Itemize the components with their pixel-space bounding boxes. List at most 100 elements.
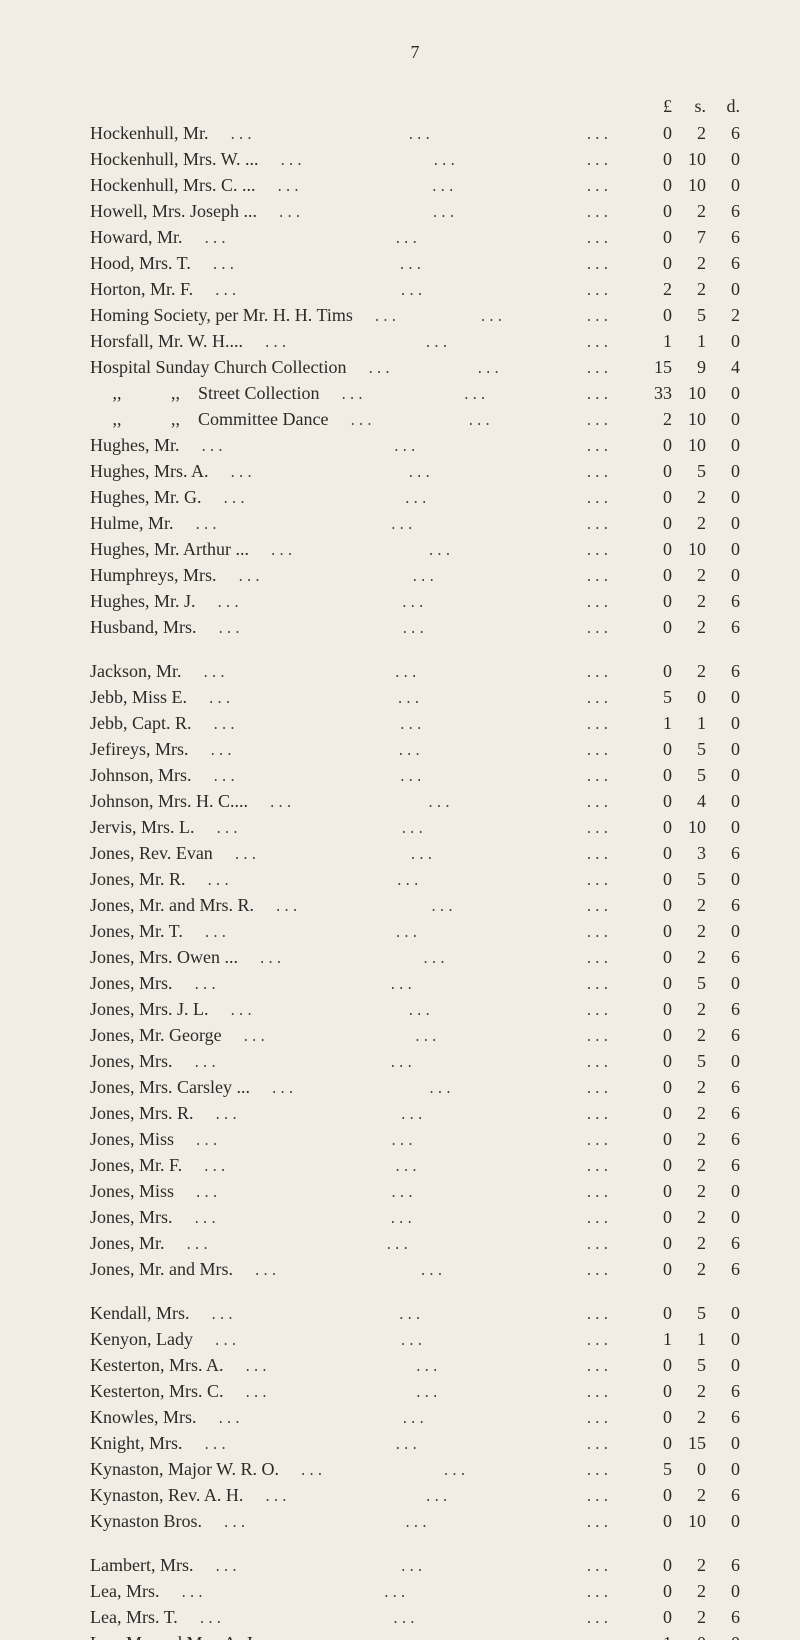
ledger-row: Jebb, Miss E..........500 (90, 685, 740, 711)
ledger-row: Horsfall, Mr. W. H.............110 (90, 329, 740, 355)
entry-name: Jones, Mrs. (90, 971, 173, 995)
amount-shillings: 5 (672, 303, 706, 327)
ledger-row: Lea, Mrs..........020 (90, 1579, 740, 1605)
ledger-row: Hughes, Mr..........0100 (90, 433, 740, 459)
entry-name: Jones, Mr. T. (90, 919, 183, 943)
amount-pounds: 0 (638, 1553, 672, 1577)
entry-amount: 0100 (630, 173, 740, 197)
amount-pence: 0 (706, 277, 740, 301)
amount-pence: 0 (706, 971, 740, 995)
entry-name: ,, ,, Committee Dance (90, 407, 328, 431)
ledger-row: Jones, Mr. R..........050 (90, 867, 740, 893)
entry-amount: 0100 (630, 147, 740, 171)
amount-pounds: 2 (638, 407, 672, 431)
amount-pounds: 0 (638, 1605, 672, 1629)
ledger-row: Jebb, Capt. R..........110 (90, 711, 740, 737)
entry-amount: 020 (630, 919, 740, 943)
ledger-row: Hood, Mrs. T..........026 (90, 251, 740, 277)
amount-shillings: 5 (672, 1049, 706, 1073)
amount-shillings: 10 (672, 1509, 706, 1533)
amount-pounds: 0 (638, 1301, 672, 1325)
ledger-list: Hockenhull, Mr..........026Hockenhull, M… (90, 121, 740, 1640)
entry-amount: 020 (630, 1205, 740, 1229)
ledger-row: Jones, Rev. Evan.........036 (90, 841, 740, 867)
amount-pence: 0 (706, 407, 740, 431)
entry-amount: 026 (630, 893, 740, 917)
amount-pence: 0 (706, 147, 740, 171)
ledger-row: Jones, Mrs. Owen ............026 (90, 945, 740, 971)
ledger-row: Jones, Mr. T..........020 (90, 919, 740, 945)
ledger-row: Jones, Mrs. J. L..........026 (90, 997, 740, 1023)
amount-shillings: 10 (672, 407, 706, 431)
amount-pounds: 0 (638, 1153, 672, 1177)
leader-dots: ......... (174, 1185, 630, 1205)
amount-pence: 6 (706, 945, 740, 969)
entry-name: Kynaston Bros. (90, 1509, 202, 1533)
amount-pence: 6 (706, 1379, 740, 1403)
entry-name: Jones, Mr. (90, 1231, 165, 1255)
entry-amount: 026 (630, 589, 740, 613)
amount-pence: 0 (706, 763, 740, 787)
amount-pounds: 0 (638, 1127, 672, 1151)
amount-pence: 0 (706, 459, 740, 483)
entry-name: ,, ,, Street Collection (90, 381, 319, 405)
leader-dots: ......... (159, 1585, 630, 1605)
amount-pounds: 0 (638, 225, 672, 249)
entry-amount: 050 (630, 763, 740, 787)
leader-dots: ......... (173, 1211, 630, 1231)
amount-pence: 6 (706, 251, 740, 275)
leader-dots: ......... (195, 821, 631, 841)
entry-amount: 33100 (630, 381, 740, 405)
leader-dots: ......... (183, 1437, 630, 1457)
ledger-row: Hughes, Mr. Arthur ............0100 (90, 537, 740, 563)
entry-amount: 0100 (630, 815, 740, 839)
amount-shillings: 2 (672, 1605, 706, 1629)
entry-amount: 020 (630, 485, 740, 509)
leader-dots: ......... (196, 595, 630, 615)
leader-dots: ......... (193, 1333, 630, 1353)
entry-name: Kynaston, Rev. A. H. (90, 1483, 243, 1507)
leader-dots: ......... (353, 309, 630, 329)
ledger-row: Hughes, Mr. G..........020 (90, 485, 740, 511)
amount-pounds: 33 (638, 381, 672, 405)
leader-dots: ......... (188, 743, 630, 763)
amount-pence: 6 (706, 121, 740, 145)
entry-name: Jackson, Mr. (90, 659, 182, 683)
amount-pounds: 0 (638, 511, 672, 535)
ledger-row: Jones, Mr. George.........026 (90, 1023, 740, 1049)
ledger-row: Howell, Mrs. Joseph ............026 (90, 199, 740, 225)
entry-amount: 050 (630, 737, 740, 761)
ledger-row: ,, ,, Street Collection.........33100 (90, 381, 740, 407)
entry-name: Jones, Rev. Evan (90, 841, 213, 865)
amount-shillings: 2 (672, 893, 706, 917)
leader-dots: ......... (193, 283, 630, 303)
entry-amount: 026 (630, 945, 740, 969)
amount-pounds: 0 (638, 659, 672, 683)
amount-pence: 0 (706, 1179, 740, 1203)
entry-amount: 026 (630, 1153, 740, 1177)
amount-pence: 0 (706, 1431, 740, 1455)
amount-pence: 0 (706, 1631, 740, 1640)
amount-shillings: 2 (672, 563, 706, 587)
amount-pounds: 0 (638, 1205, 672, 1229)
leader-dots: ......... (209, 127, 631, 147)
amount-pence: 0 (706, 563, 740, 587)
entry-amount: 026 (630, 1379, 740, 1403)
amount-pounds: 0 (638, 121, 672, 145)
ledger-row: Hockenhull, Mrs. W. ............0100 (90, 147, 740, 173)
ledger-row: Lambert, Mrs..........026 (90, 1553, 740, 1579)
amount-pence: 6 (706, 589, 740, 613)
entry-name: Humphreys, Mrs. (90, 563, 217, 587)
entry-name: Jones, Mr. R. (90, 867, 186, 891)
amount-pounds: 0 (638, 919, 672, 943)
amount-pounds: 0 (638, 1483, 672, 1507)
amount-pounds: 0 (638, 173, 672, 197)
leader-dots: ......... (213, 847, 630, 867)
amount-pence: 6 (706, 1553, 740, 1577)
amount-shillings: 2 (672, 659, 706, 683)
entry-amount: 026 (630, 1075, 740, 1099)
entry-amount: 050 (630, 1353, 740, 1377)
leader-dots: ......... (197, 621, 631, 641)
entry-name: Kesterton, Mrs. A. (90, 1353, 224, 1377)
amount-pounds: 0 (638, 199, 672, 223)
